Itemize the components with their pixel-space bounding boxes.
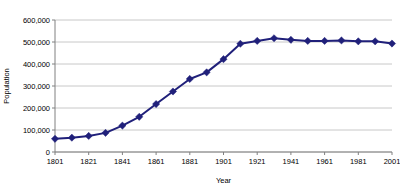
y-tick-label: 600,000: [23, 16, 50, 25]
x-tick-label: 1921: [249, 157, 266, 166]
line-group: [55, 38, 392, 139]
data-marker: [119, 122, 126, 129]
chart-svg: 0 100,000 200,000 300,000 400,000 500,000 600,…: [0, 0, 400, 190]
y-tick-label: 500,000: [23, 38, 50, 47]
y-tick-label: 200,000: [23, 104, 50, 113]
x-tick: [358, 152, 359, 155]
chart-container: 0 100,000 200,000 300,000 400,000 500,000 600,…: [0, 0, 400, 190]
data-marker: [220, 56, 227, 63]
x-tick: [290, 152, 291, 155]
y-tick-label: 0: [46, 148, 50, 157]
x-tick-label: 1961: [316, 157, 333, 166]
grid-line: [55, 86, 392, 87]
data-marker: [203, 69, 210, 76]
x-axis-title: Year: [216, 176, 232, 185]
y-axis: [55, 20, 56, 152]
data-marker: [237, 40, 244, 47]
data-line: [55, 38, 392, 139]
data-marker: [270, 35, 277, 42]
x-tick: [55, 152, 56, 155]
data-marker: [372, 38, 379, 45]
y-tick-label: 300,000: [23, 82, 50, 91]
x-tick: [189, 152, 190, 155]
x-tick: [223, 152, 224, 155]
x-tick-label: 1861: [148, 157, 165, 166]
x-tick: [324, 152, 325, 155]
data-marker: [102, 129, 109, 136]
data-marker: [338, 37, 345, 44]
data-marker: [136, 113, 143, 120]
data-marker: [388, 40, 395, 47]
x-tick: [88, 152, 89, 155]
y-tick-label: 400,000: [23, 60, 50, 69]
data-marker: [169, 88, 176, 95]
x-tick-label: 1901: [215, 157, 232, 166]
plot-area: [51, 35, 395, 143]
data-marker: [287, 36, 294, 43]
x-tick-label: 1941: [283, 157, 300, 166]
data-marker: [85, 132, 92, 139]
x-tick: [257, 152, 258, 155]
data-marker: [51, 135, 58, 142]
x-tick-label: 2001: [384, 157, 400, 166]
x-tick-label: 1841: [114, 157, 131, 166]
x-tick: [122, 152, 123, 155]
data-marker: [355, 38, 362, 45]
y-axis-title: Population: [2, 68, 11, 103]
x-tick-label: 1981: [350, 157, 367, 166]
data-marker: [254, 37, 261, 44]
data-marker: [186, 75, 193, 82]
x-tick-label: 1821: [80, 157, 97, 166]
x-tick-label: 1881: [181, 157, 198, 166]
x-tick: [156, 152, 157, 155]
x-tick-label: 1801: [47, 157, 64, 166]
grid-line: [55, 108, 392, 109]
data-marker: [68, 134, 75, 141]
data-marker: [321, 37, 328, 44]
x-tick: [392, 152, 393, 155]
grid-line: [55, 64, 392, 65]
y-tick-label: 100,000: [23, 126, 50, 135]
data-marker: [153, 100, 160, 107]
grid-line: [55, 20, 392, 21]
data-marker: [304, 37, 311, 44]
